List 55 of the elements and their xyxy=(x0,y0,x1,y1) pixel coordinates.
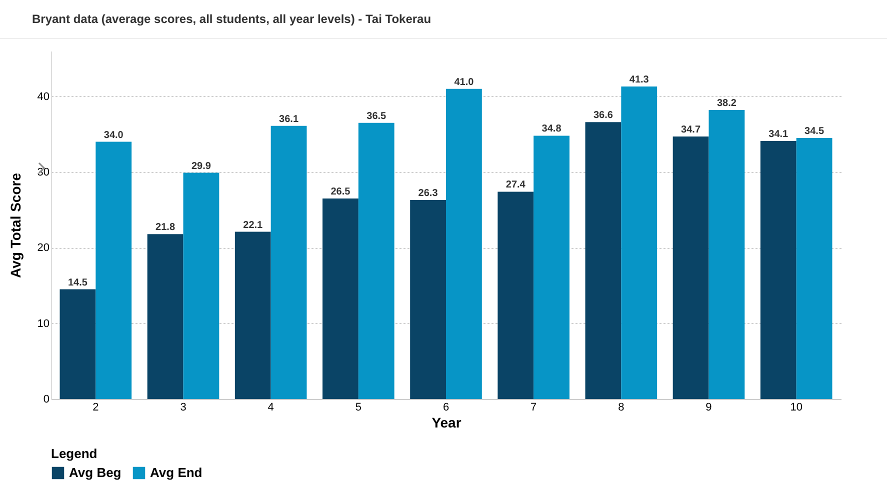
bar xyxy=(60,289,96,399)
y-tick-label: 0 xyxy=(43,394,50,406)
y-tick-label: 20 xyxy=(37,242,50,254)
data-label: 34.8 xyxy=(542,124,562,135)
bar xyxy=(760,141,796,399)
bar xyxy=(446,88,482,399)
bar xyxy=(183,172,220,399)
chart-title: Bryant data (average scores, all students, all year levels) - Tai Tokerau xyxy=(0,0,887,39)
bar xyxy=(621,86,658,399)
x-tick-label: 9 xyxy=(706,402,712,414)
bar xyxy=(270,126,307,399)
data-label: 27.4 xyxy=(506,180,526,191)
y-axis-title: Avg Total Score xyxy=(7,172,24,278)
data-label: 34.5 xyxy=(804,126,824,137)
data-label: 36.1 xyxy=(279,114,299,125)
data-label: 34.0 xyxy=(104,130,124,141)
legend-label: Avg Beg xyxy=(69,465,122,480)
data-label: 36.6 xyxy=(593,110,614,122)
bar xyxy=(672,136,709,399)
data-label: 22.1 xyxy=(243,220,264,231)
data-label: 26.3 xyxy=(418,188,438,200)
bar xyxy=(410,200,446,399)
bar xyxy=(322,198,358,399)
x-tick-label: 6 xyxy=(442,402,450,414)
data-label: 41.0 xyxy=(454,76,474,88)
data-label: 34.1 xyxy=(768,129,789,140)
bar xyxy=(358,122,394,399)
x-tick-label: 8 xyxy=(618,402,624,414)
data-label: 36.5 xyxy=(366,110,387,122)
y-tick-label: 40 xyxy=(37,90,50,103)
data-label: 21.8 xyxy=(156,222,176,234)
bar xyxy=(585,122,622,399)
x-tick-label: 4 xyxy=(268,402,274,414)
data-label: 34.7 xyxy=(681,124,701,136)
legend-label: Avg End xyxy=(150,465,202,480)
x-tick-label: 7 xyxy=(530,402,537,414)
x-axis-title: Year xyxy=(432,414,462,430)
bar xyxy=(234,232,271,399)
bar xyxy=(708,110,745,399)
x-tick-label: 10 xyxy=(790,402,802,414)
legend-title: Legend xyxy=(51,446,98,461)
bar xyxy=(147,234,184,399)
data-label: 14.5 xyxy=(68,277,88,288)
x-tick-label: 3 xyxy=(180,402,186,414)
data-label: 26.5 xyxy=(330,186,351,198)
x-tick-label: 2 xyxy=(92,402,99,414)
bar xyxy=(96,142,132,399)
bar xyxy=(796,138,832,399)
data-label: 38.2 xyxy=(716,98,737,110)
bar xyxy=(534,136,570,399)
data-label: 41.3 xyxy=(629,74,650,86)
data-label: 29.9 xyxy=(191,160,212,172)
bar xyxy=(498,192,534,399)
y-tick-label: 10 xyxy=(37,318,50,330)
x-tick-label: 5 xyxy=(355,402,362,414)
